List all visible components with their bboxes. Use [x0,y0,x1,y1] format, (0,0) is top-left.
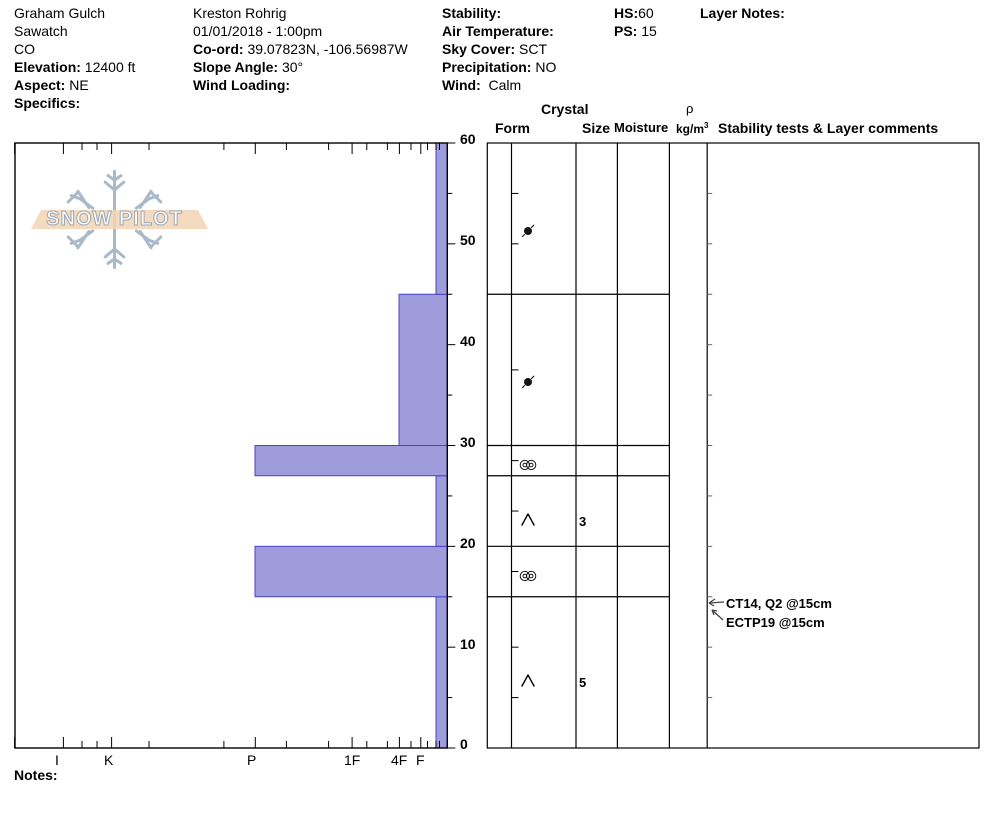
svg-text:SNOW PILOT: SNOW PILOT [46,208,183,230]
